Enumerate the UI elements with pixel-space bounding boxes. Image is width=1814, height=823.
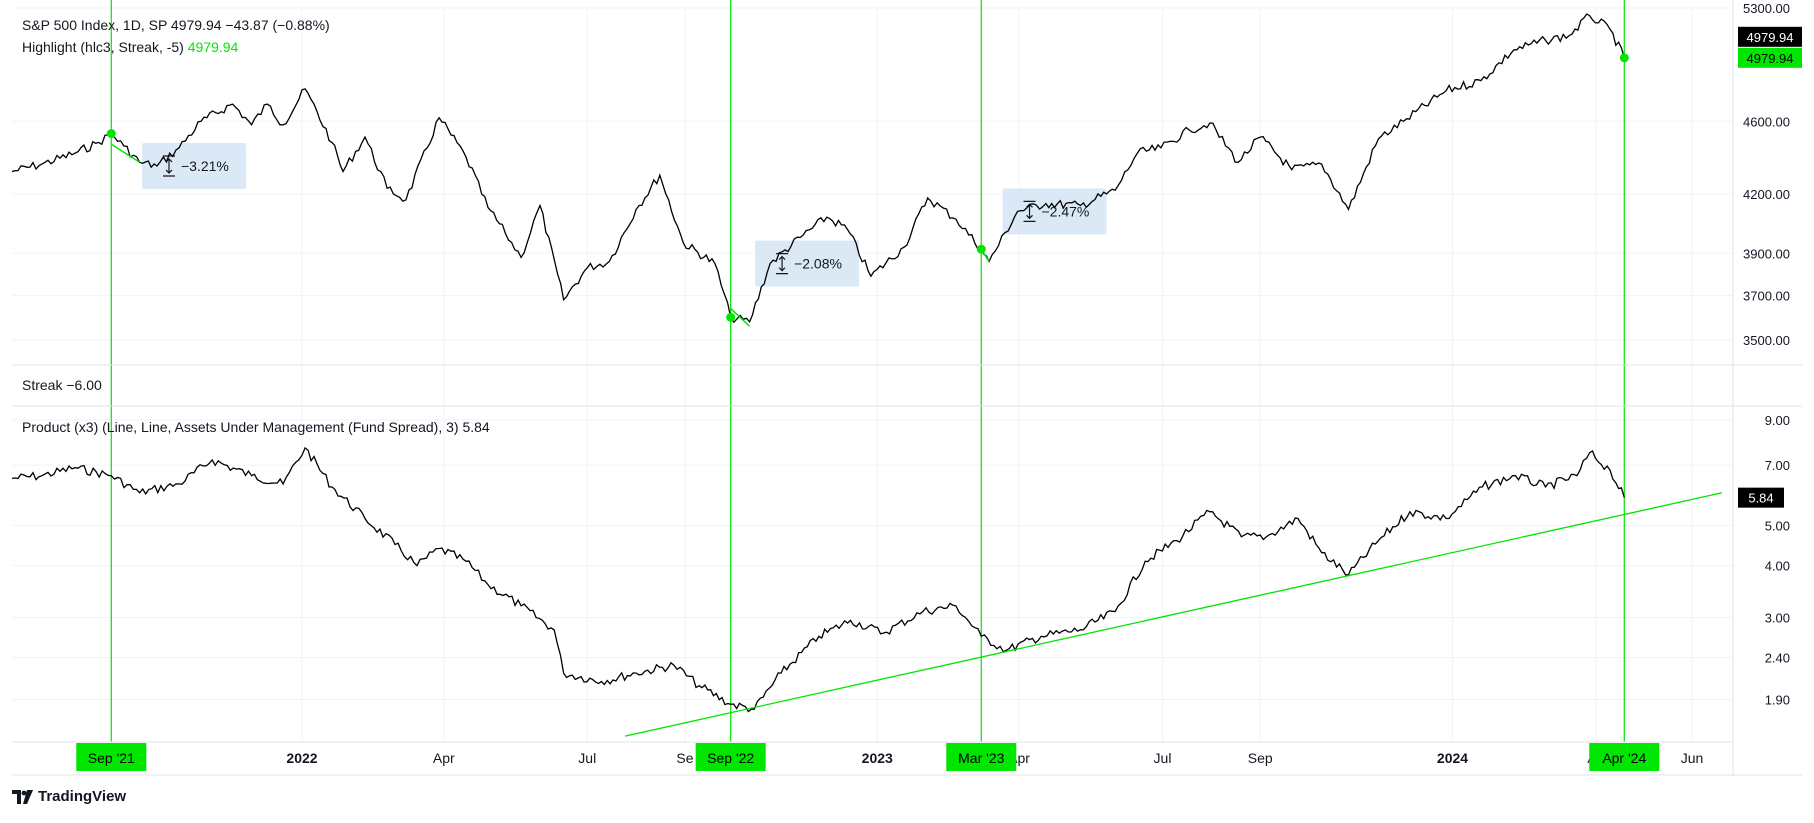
x-tick-label: 2024 [1437,750,1468,766]
price-y-tick-label: 4200.00 [1743,187,1790,202]
measure-arrows-icon [1023,200,1036,222]
highlight-dot [1619,53,1629,63]
measure-box[interactable] [141,142,246,189]
trendline[interactable] [624,492,1723,737]
tradingview-logo[interactable]: TradingView [12,788,126,805]
product-y-tick-label: 9.00 [1765,413,1790,428]
price-y-tick-label: 3700.00 [1743,288,1790,303]
product-y-tick-label: 3.00 [1765,610,1790,625]
highlight-date-label-bg [695,743,766,771]
measure-arrows-icon [776,253,789,275]
x-tick-label: Jun [1681,750,1704,766]
pane-separators [12,0,1802,776]
measure-label: −3.21% [181,158,229,174]
axis-labels: 5300.00 4600.00 4200.00 3900.00 3700.00 3500.… [76,1,1802,771]
price-line [11,13,1625,324]
highlight-date-label-bg [946,743,1017,771]
highlight-last-label: 4979.94 [1747,51,1794,66]
price-y-tick-label: 3500.00 [1743,333,1790,348]
x-tick-label: Se [676,750,693,766]
product-series [11,446,1723,737]
measure-tool[interactable]: −3.21% [141,142,246,189]
measure-label: −2.47% [1042,203,1090,219]
highlight-dot [106,129,116,139]
tradingview-logo-text: TradingView [38,788,127,805]
x-tick-label: 2022 [286,750,317,766]
product-y-tick-label: 4.00 [1765,559,1790,574]
product-y-tick-label: 7.00 [1765,458,1790,473]
price-y-tick-label: 5300.00 [1743,1,1790,16]
highlight-legend: Highlight (hlc3, Streak, -5) 4979.94 [22,39,238,55]
measure-box[interactable] [1002,188,1107,235]
product-last-label-bg [1738,487,1784,508]
price-y-tick-label: 3900.00 [1743,246,1790,261]
highlight-date-label: Mar '23 [958,750,1004,766]
highlight-legend-value: 4979.94 [187,39,239,55]
highlight-date-label-bg [1589,743,1660,771]
highlight-verticals [110,0,1625,742]
measure-tool[interactable]: −2.47% [1002,188,1107,235]
highlight-date-label: Sep '22 [707,750,754,766]
highlight-dot [976,244,986,254]
highlight-legend-text: Highlight (hlc3, Streak, -5) [22,39,184,55]
price-series [11,13,1629,327]
product-y-tick-label: 1.90 [1765,693,1790,708]
highlight-dot [726,312,736,322]
streak-legend-text: Streak −6.00 [22,377,102,393]
price-legend: S&P 500 Index, 1D, SP 4979.94 −43.87 (−0… [22,17,330,33]
product-y-tick-label: 2.40 [1765,651,1790,666]
highlight-segment [730,307,751,327]
price-last-label-bg [1738,26,1802,47]
x-tick-label: Apr [433,750,455,766]
price-y-tick-label: 4600.00 [1743,114,1790,129]
x-tick-label: Jul [1154,750,1172,766]
highlight-segment [110,143,141,163]
streak-legend: Streak −6.00 [22,377,102,393]
highlight-date-label: Apr '24 [1602,750,1646,766]
highlight-date-label-bg [76,743,147,771]
product-last-label: 5.84 [1748,491,1773,506]
product-y-tick-label: 5.00 [1765,519,1790,534]
grid-layer [12,7,1733,742]
price-legend-text: S&P 500 Index, 1D, SP 4979.94 −43.87 (−0… [22,17,330,33]
x-tick-label: Jul [578,750,596,766]
highlight-date-label: Sep '21 [88,750,135,766]
product-legend-text: Product (x3) (Line, Line, Assets Under M… [22,419,490,435]
measure-label: −2.08% [794,256,842,272]
measurement-boxes[interactable]: −3.21% −2.08% −2.47% [141,142,1107,287]
x-tick-label: Sep [1248,750,1273,766]
highlight-last-label-bg [1738,47,1802,68]
product-line [11,446,1625,713]
tradingview-logo-icon [12,789,33,804]
price-last-label: 4979.94 [1747,30,1794,45]
product-legend: Product (x3) (Line, Line, Assets Under M… [22,419,490,435]
x-tick-label: 2023 [862,750,893,766]
